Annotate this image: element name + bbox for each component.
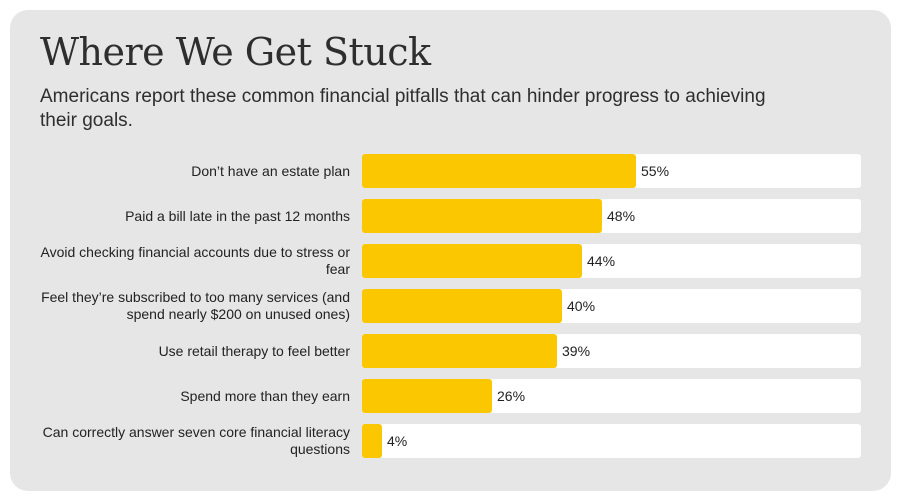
chart-subtitle: Americans report these common financial … (40, 86, 766, 131)
value-label: 55% (641, 163, 670, 179)
bar-track: 4% (362, 424, 861, 458)
value-label: 44% (587, 253, 616, 269)
bar (362, 289, 562, 323)
bar-track: 39% (362, 334, 861, 368)
bar-row: Paid a bill late in the past 12 months 48… (0, 199, 901, 233)
bar-track: 26% (362, 379, 861, 413)
bar (362, 424, 382, 458)
bar-track: 44% (362, 244, 861, 278)
bar-track: 55% (362, 154, 861, 188)
value-label: 40% (567, 298, 596, 314)
value-label: 48% (607, 208, 636, 224)
category-label: Paid a bill late in the past 12 months (125, 207, 350, 224)
bar (362, 244, 582, 278)
value-label: 4% (387, 433, 408, 449)
category-label: Spend more than they earn (180, 387, 350, 404)
chart-title: Where We Get Stuck (40, 30, 431, 74)
bar (362, 379, 492, 413)
bar (362, 334, 557, 368)
category-label: Avoid checking financial accounts due to… (40, 244, 350, 277)
category-label: Use retail therapy to feel better (158, 342, 350, 359)
bar-row: Use retail therapy to feel better 39% (0, 334, 901, 368)
value-label: 26% (497, 388, 526, 404)
bar (362, 199, 602, 233)
category-label: Can correctly answer seven core financia… (42, 424, 350, 457)
category-label: Feel they’re subscribed to too many serv… (41, 289, 350, 322)
bar (362, 154, 636, 188)
value-label: 39% (562, 343, 591, 359)
bar-row: Spend more than they earn 26% (0, 379, 901, 413)
bar-track: 48% (362, 199, 861, 233)
category-label: Don’t have an estate plan (191, 162, 350, 179)
bar-row: Avoid checking financial accounts due to… (0, 244, 901, 278)
bar-track: 40% (362, 289, 861, 323)
bar-row: Feel they’re subscribed to too many serv… (0, 289, 901, 323)
bar-row: Can correctly answer seven core financia… (0, 424, 901, 458)
bar-row: Don’t have an estate plan 55% (0, 154, 901, 188)
